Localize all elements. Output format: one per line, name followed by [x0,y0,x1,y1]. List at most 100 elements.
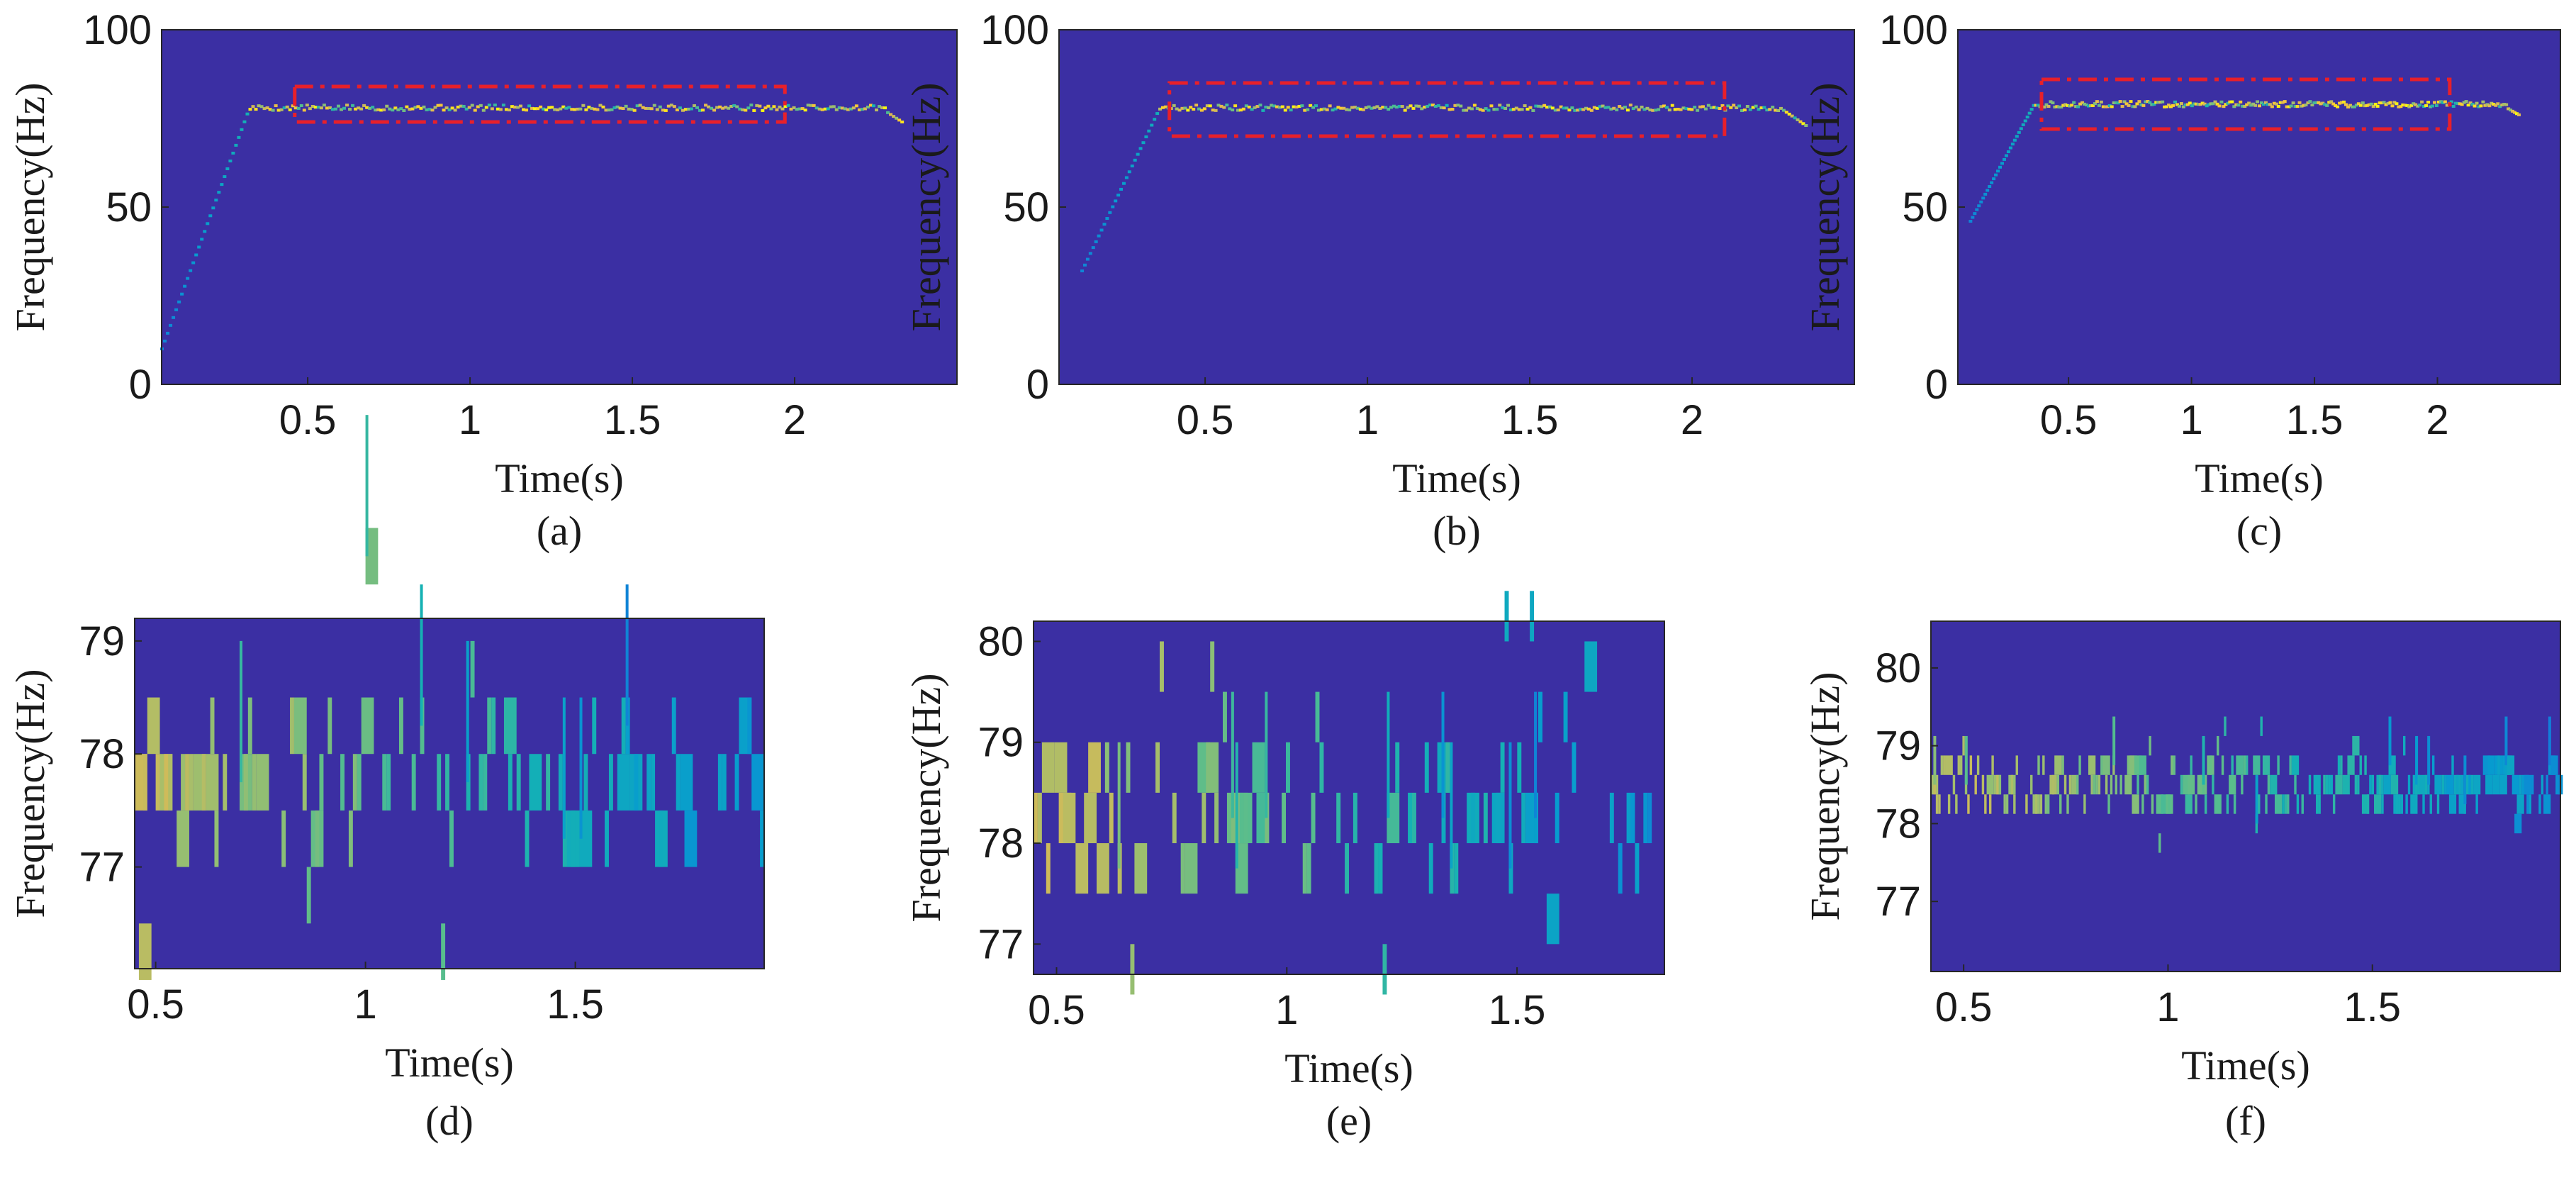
ridge-point [1537,104,1541,108]
ridge-point [612,106,617,109]
ridge-point [1703,107,1708,111]
ridge-point [539,105,543,108]
ridge-point [1715,106,1719,110]
ridge-point [1670,104,1674,107]
ridge-point [615,105,620,108]
ridge-point [1300,104,1304,108]
spectro-bin [1084,792,1097,844]
spectro-spike [579,697,583,839]
ridge-point [1114,199,1118,203]
x-tick-label: 1 [2156,984,2179,1030]
plot-area [1059,30,1854,384]
y-tick-label: 0 [1925,362,1948,408]
ridge-point [1740,108,1744,112]
ridge-point [1222,106,1226,109]
ridge-point [2293,105,2297,108]
ridge-point [2083,102,2087,106]
ridge-point [1160,106,1165,109]
spectro-bin [1630,792,1635,844]
panel-a: 0.5 1 1.5 2 0 50 100 Time(s) Frequency(Hz) (a) [7,7,958,554]
ridge-point [2336,105,2340,108]
ridge-point [2483,104,2487,107]
ridge-point [2234,103,2239,106]
ridge-point [1199,108,1204,112]
ridge-point [242,120,247,123]
spectro-spike [1534,691,1538,818]
spectro-bin [2456,774,2459,795]
ridge-point [2097,104,2101,107]
ridge-point [1367,105,1371,108]
ridge-point [567,106,571,109]
spectro-bin [2124,774,2132,795]
ridge-point [2401,103,2405,106]
ridge-point [786,104,790,107]
ridge-point [1757,108,1761,111]
ridge-point [1784,111,1788,114]
ridge-point [2390,104,2395,108]
ridge-point [2226,101,2230,105]
ridge-point [1562,106,1566,110]
ridge-point [2095,100,2099,104]
ridge-point [310,104,315,108]
highlight-box [2039,77,2452,131]
spectro-bin [1155,742,1160,793]
ridge-point [2053,105,2057,108]
spectro-bin [2100,755,2103,775]
ridge-point [180,292,184,296]
ridge-point [1163,105,1167,108]
ridge-point [1231,108,1235,112]
ridge-point [2029,108,2034,111]
ridge-point [413,106,418,109]
ridge-point [191,261,196,265]
ridge-point [1503,107,1508,111]
spectro-bin [2531,774,2534,795]
ridge-point [1453,104,1457,107]
panel-f: 0.5 1 1.5 77 78 79 80 Time(s) Frequency(Hz) (f) [1802,620,2563,1144]
spectro-bin [2497,755,2500,775]
ridge-point [1423,106,1427,109]
ridge-point [724,106,728,109]
ridge-point [1732,104,1736,107]
ridge-point [1270,104,1274,107]
spectro-bin [2318,794,2321,814]
spectro-bin [2429,794,2432,814]
ridge-point [2445,104,2449,107]
spectro-bin [671,697,676,755]
spectro-bin [2158,833,2161,853]
axes-frame [1930,620,2561,972]
ridge-point [345,104,349,107]
spectro-bin [2217,735,2219,756]
ridge-point [1625,108,1630,112]
spectro-bin [2434,774,2442,795]
spectro-bin [1282,792,1286,844]
ridge-point [1696,108,1700,112]
ridge-point [2513,111,2517,114]
spectro-bin [2090,774,2093,795]
ridge-point [1988,185,1992,189]
spectro-bin [214,810,219,867]
spectro-bin [445,754,449,811]
ridge-point [1255,105,1260,108]
ridge-point [1545,106,1550,109]
ridge-point [507,108,511,112]
ridge-point [348,108,352,111]
ridge-point [2515,112,2519,116]
ridge-point [336,104,340,108]
spectro-spike [1964,735,1968,785]
ridge-point [1486,108,1491,112]
ridge-point [632,108,637,112]
ridge-point [1801,122,1805,126]
spectro-bin [2010,774,2014,795]
ridge-point [1420,107,1424,111]
spectro-bin [437,754,442,811]
spectro-spike [2415,735,2419,785]
ridge-point [288,108,292,111]
ridge-point [257,104,261,108]
spectro-bin [2270,774,2278,795]
ridge-point [1306,108,1310,111]
ridge-point [721,106,725,110]
ridge-point [200,238,204,241]
ridge-point [550,106,554,109]
spectro-spike [2255,774,2258,824]
ridge-point [2107,104,2112,107]
